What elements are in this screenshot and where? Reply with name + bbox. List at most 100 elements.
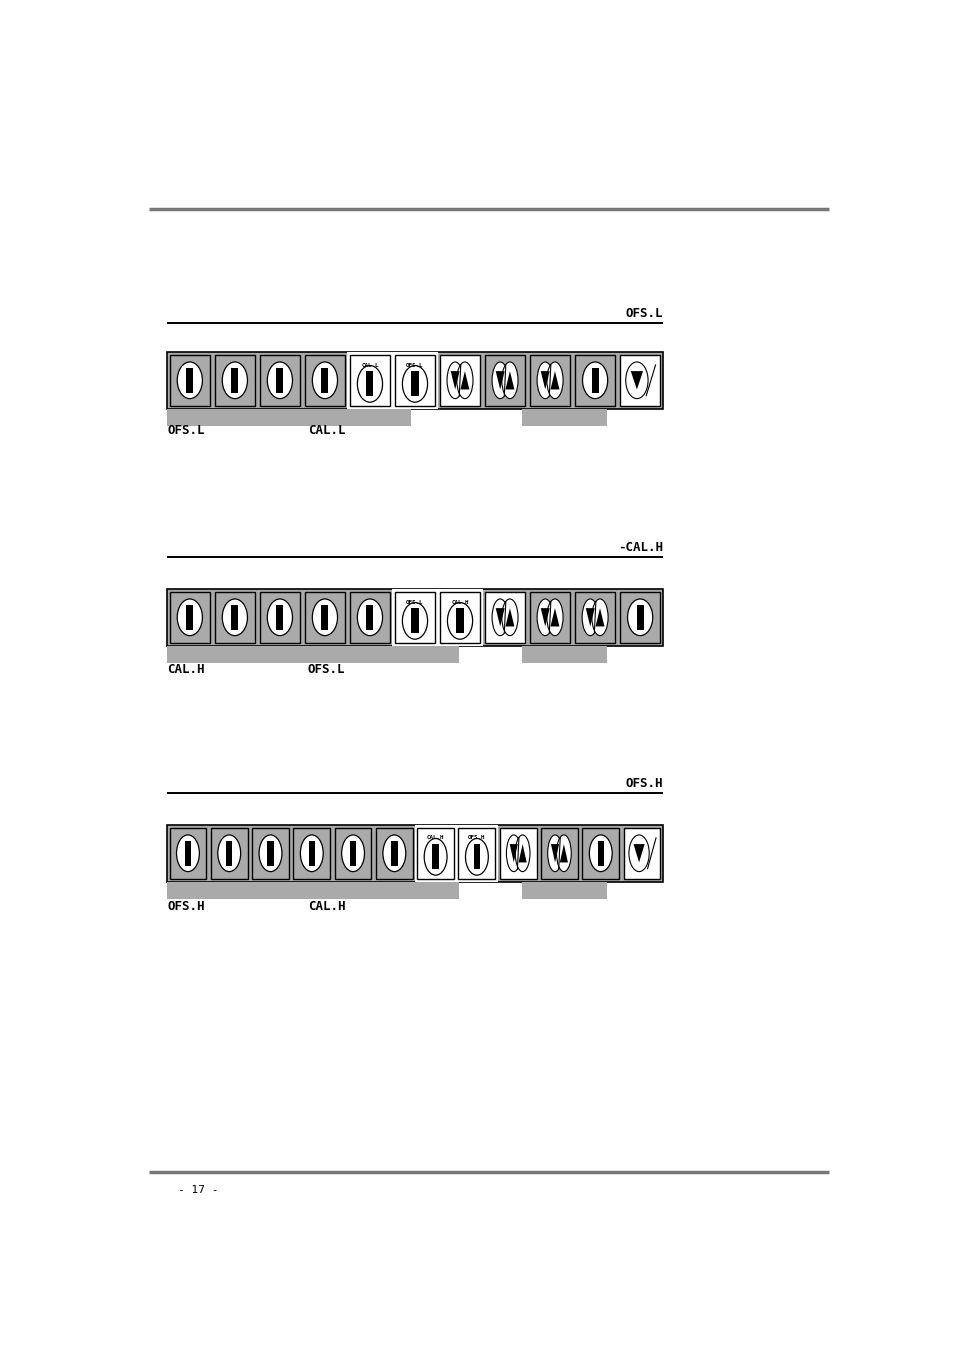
Polygon shape — [559, 844, 567, 863]
Ellipse shape — [447, 362, 463, 398]
Ellipse shape — [582, 362, 607, 398]
Bar — [392, 352, 437, 409]
Ellipse shape — [357, 599, 382, 636]
Bar — [439, 591, 479, 643]
Ellipse shape — [556, 834, 571, 872]
Ellipse shape — [465, 838, 488, 875]
Bar — [456, 825, 497, 882]
Bar — [415, 825, 456, 882]
Bar — [416, 828, 454, 879]
Bar — [185, 841, 191, 865]
Ellipse shape — [402, 366, 427, 402]
Text: -CAL.H: -CAL.H — [617, 541, 662, 554]
Ellipse shape — [506, 834, 520, 872]
Ellipse shape — [300, 834, 323, 872]
Ellipse shape — [424, 838, 447, 875]
Ellipse shape — [515, 834, 530, 872]
Ellipse shape — [546, 599, 562, 636]
Bar — [521, 409, 607, 427]
Polygon shape — [550, 608, 558, 626]
Bar — [231, 367, 238, 393]
Ellipse shape — [177, 599, 202, 636]
Polygon shape — [496, 371, 504, 389]
Polygon shape — [540, 608, 549, 626]
Bar — [499, 828, 536, 879]
Bar — [226, 841, 233, 865]
Bar — [529, 355, 570, 406]
Text: CAL.H: CAL.H — [308, 900, 345, 913]
Bar — [411, 371, 418, 397]
Text: OFS.H: OFS.H — [167, 900, 205, 913]
Bar — [521, 645, 607, 663]
Bar — [623, 828, 659, 879]
Bar — [456, 609, 463, 633]
Text: CAL.H: CAL.H — [426, 836, 444, 841]
Bar — [294, 828, 330, 879]
Bar — [521, 882, 607, 899]
Ellipse shape — [628, 834, 649, 872]
Polygon shape — [595, 608, 604, 626]
Bar — [321, 605, 328, 629]
Polygon shape — [550, 371, 558, 389]
Bar — [186, 605, 193, 629]
Bar — [167, 645, 459, 663]
Bar — [347, 352, 392, 409]
Ellipse shape — [267, 599, 293, 636]
Polygon shape — [633, 844, 644, 863]
Bar — [432, 844, 438, 869]
Bar — [170, 828, 206, 879]
Bar — [391, 841, 397, 865]
Bar — [321, 367, 328, 393]
Bar — [304, 355, 345, 406]
Bar — [619, 591, 659, 643]
Text: OFS.L: OFS.L — [308, 663, 345, 676]
Bar — [350, 355, 390, 406]
Bar — [474, 844, 479, 869]
Ellipse shape — [259, 834, 282, 872]
Bar — [167, 352, 662, 409]
Bar — [439, 355, 479, 406]
Bar — [214, 355, 254, 406]
Polygon shape — [551, 844, 558, 863]
Ellipse shape — [501, 599, 517, 636]
Bar — [308, 841, 314, 865]
Bar — [575, 355, 615, 406]
Bar — [252, 828, 289, 879]
Polygon shape — [540, 371, 549, 389]
Polygon shape — [585, 608, 594, 626]
Bar — [540, 828, 578, 879]
Text: OFS.L: OFS.L — [167, 424, 205, 437]
Polygon shape — [450, 371, 459, 389]
Polygon shape — [505, 371, 514, 389]
Text: CAL.H: CAL.H — [167, 663, 205, 676]
Polygon shape — [518, 844, 526, 863]
Bar — [276, 605, 283, 629]
Text: OFS.H: OFS.H — [468, 836, 485, 841]
Bar — [167, 882, 459, 899]
Bar — [304, 591, 345, 643]
Ellipse shape — [357, 366, 382, 402]
Bar — [170, 591, 210, 643]
Ellipse shape — [217, 834, 240, 872]
Polygon shape — [460, 371, 469, 389]
Bar — [231, 605, 238, 629]
Bar — [366, 371, 373, 397]
Bar — [529, 591, 570, 643]
Text: CAL.L: CAL.L — [308, 424, 345, 437]
Bar — [267, 841, 274, 865]
Bar — [395, 355, 435, 406]
Ellipse shape — [537, 362, 553, 398]
Bar — [211, 828, 248, 879]
Ellipse shape — [627, 599, 652, 636]
Ellipse shape — [267, 362, 293, 398]
Bar — [167, 589, 662, 645]
Bar — [350, 591, 390, 643]
Ellipse shape — [501, 362, 517, 398]
Text: OFS.L: OFS.L — [624, 306, 662, 320]
Polygon shape — [505, 608, 514, 626]
Text: - 17 -: - 17 - — [178, 1185, 218, 1195]
Bar — [392, 589, 437, 645]
Bar — [259, 591, 300, 643]
Bar — [335, 828, 371, 879]
Ellipse shape — [492, 362, 508, 398]
